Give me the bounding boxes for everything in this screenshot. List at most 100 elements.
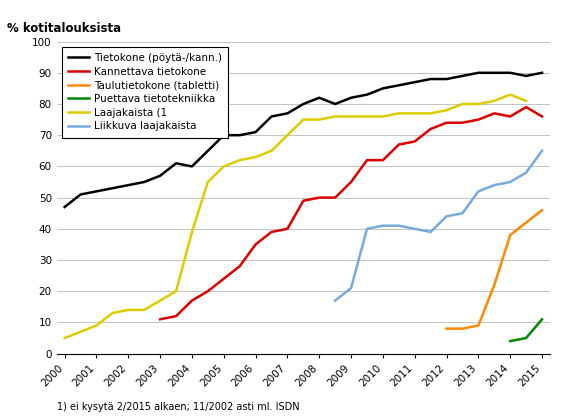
Kannettava tietokone xyxy=(411,139,418,144)
Tietokone (pöytä-/kann.) xyxy=(507,70,514,75)
Kannettava tietokone xyxy=(363,158,370,163)
Laajakaista (1 xyxy=(300,117,307,122)
Tietokone (pöytä-/kann.) xyxy=(459,73,466,78)
Tietokone (pöytä-/kann.) xyxy=(189,164,196,169)
Laajakaista (1 xyxy=(348,114,354,119)
Liikkuva laajakaista xyxy=(363,226,370,231)
Laajakaista (1 xyxy=(443,108,450,113)
Tietokone (pöytä-/kann.) xyxy=(252,129,259,134)
Tietokone (pöytä-/kann.) xyxy=(443,77,450,82)
Tietokone (pöytä-/kann.) xyxy=(205,148,211,153)
Kannettava tietokone xyxy=(395,142,402,147)
Tietokone (pöytä-/kann.) xyxy=(221,133,227,138)
Tietokone (pöytä-/kann.) xyxy=(300,102,307,106)
Taulutietokone (tabletti) xyxy=(523,220,530,225)
Kannettava tietokone xyxy=(475,117,482,122)
Tietokone (pöytä-/kann.) xyxy=(348,95,354,100)
Kannettava tietokone xyxy=(348,179,354,184)
Tietokone (pöytä-/kann.) xyxy=(93,189,100,194)
Tietokone (pöytä-/kann.) xyxy=(491,70,498,75)
Liikkuva laajakaista xyxy=(459,210,466,215)
Kannettava tietokone xyxy=(284,226,291,231)
Liikkuva laajakaista xyxy=(411,226,418,231)
Laajakaista (1 xyxy=(459,102,466,106)
Laajakaista (1 xyxy=(77,329,84,334)
Text: 1) ei kysytä 2/2015 alkaen; 11/2002 asti ml. ISDN: 1) ei kysytä 2/2015 alkaen; 11/2002 asti… xyxy=(57,402,299,412)
Laajakaista (1 xyxy=(284,133,291,138)
Line: Puettava tietotekniikka: Puettava tietotekniikka xyxy=(510,319,542,341)
Laajakaista (1 xyxy=(363,114,370,119)
Laajakaista (1 xyxy=(395,111,402,116)
Tietokone (pöytä-/kann.) xyxy=(284,111,291,116)
Taulutietokone (tabletti) xyxy=(443,326,450,331)
Laajakaista (1 xyxy=(268,148,275,153)
Tietokone (pöytä-/kann.) xyxy=(363,92,370,97)
Liikkuva laajakaista xyxy=(491,183,498,188)
Kannettava tietokone xyxy=(156,317,163,322)
Tietokone (pöytä-/kann.) xyxy=(61,204,68,209)
Liikkuva laajakaista xyxy=(395,223,402,228)
Laajakaista (1 xyxy=(236,158,243,163)
Laajakaista (1 xyxy=(93,323,100,328)
Liikkuva laajakaista xyxy=(475,189,482,194)
Kannettava tietokone xyxy=(428,126,434,131)
Taulutietokone (tabletti) xyxy=(459,326,466,331)
Kannettava tietokone xyxy=(443,120,450,125)
Laajakaista (1 xyxy=(507,92,514,97)
Liikkuva laajakaista xyxy=(428,229,434,234)
Laajakaista (1 xyxy=(332,114,338,119)
Kannettava tietokone xyxy=(172,314,179,319)
Puettava tietotekniikka xyxy=(507,339,514,344)
Line: Taulutietokone (tabletti): Taulutietokone (tabletti) xyxy=(447,210,542,329)
Line: Kannettava tietokone: Kannettava tietokone xyxy=(160,107,542,319)
Kannettava tietokone xyxy=(236,264,243,269)
Laajakaista (1 xyxy=(141,307,147,312)
Tietokone (pöytä-/kann.) xyxy=(172,161,179,166)
Liikkuva laajakaista xyxy=(443,214,450,219)
Tietokone (pöytä-/kann.) xyxy=(125,183,132,188)
Laajakaista (1 xyxy=(172,289,179,294)
Tietokone (pöytä-/kann.) xyxy=(475,70,482,75)
Laajakaista (1 xyxy=(109,310,116,315)
Tietokone (pöytä-/kann.) xyxy=(539,70,545,75)
Tietokone (pöytä-/kann.) xyxy=(236,133,243,138)
Tietokone (pöytä-/kann.) xyxy=(156,173,163,178)
Kannettava tietokone xyxy=(316,195,323,200)
Kannettava tietokone xyxy=(252,242,259,247)
Laajakaista (1 xyxy=(125,307,132,312)
Liikkuva laajakaista xyxy=(523,170,530,175)
Text: % kotitalouksista: % kotitalouksista xyxy=(7,22,121,35)
Line: Liikkuva laajakaista: Liikkuva laajakaista xyxy=(335,151,542,300)
Laajakaista (1 xyxy=(475,102,482,106)
Laajakaista (1 xyxy=(379,114,386,119)
Laajakaista (1 xyxy=(316,117,323,122)
Kannettava tietokone xyxy=(507,114,514,119)
Tietokone (pöytä-/kann.) xyxy=(332,102,338,106)
Tietokone (pöytä-/kann.) xyxy=(379,86,386,91)
Taulutietokone (tabletti) xyxy=(475,323,482,328)
Kannettava tietokone xyxy=(523,104,530,109)
Puettava tietotekniikka xyxy=(539,317,545,322)
Tietokone (pöytä-/kann.) xyxy=(411,79,418,84)
Line: Laajakaista (1: Laajakaista (1 xyxy=(65,94,526,338)
Kannettava tietokone xyxy=(221,276,227,281)
Taulutietokone (tabletti) xyxy=(491,282,498,287)
Liikkuva laajakaista xyxy=(332,298,338,303)
Tietokone (pöytä-/kann.) xyxy=(523,73,530,78)
Laajakaista (1 xyxy=(205,179,211,184)
Laajakaista (1 xyxy=(491,98,498,103)
Tietokone (pöytä-/kann.) xyxy=(77,192,84,197)
Puettava tietotekniikka xyxy=(523,335,530,340)
Legend: Tietokone (pöytä-/kann.), Kannettava tietokone, Taulutietokone (tabletti), Puett: Tietokone (pöytä-/kann.), Kannettava tie… xyxy=(62,47,229,138)
Liikkuva laajakaista xyxy=(379,223,386,228)
Kannettava tietokone xyxy=(205,289,211,294)
Kannettava tietokone xyxy=(459,120,466,125)
Kannettava tietokone xyxy=(379,158,386,163)
Laajakaista (1 xyxy=(523,98,530,103)
Kannettava tietokone xyxy=(300,198,307,203)
Tietokone (pöytä-/kann.) xyxy=(141,179,147,184)
Kannettava tietokone xyxy=(189,298,196,303)
Laajakaista (1 xyxy=(61,335,68,340)
Laajakaista (1 xyxy=(221,164,227,169)
Tietokone (pöytä-/kann.) xyxy=(428,77,434,82)
